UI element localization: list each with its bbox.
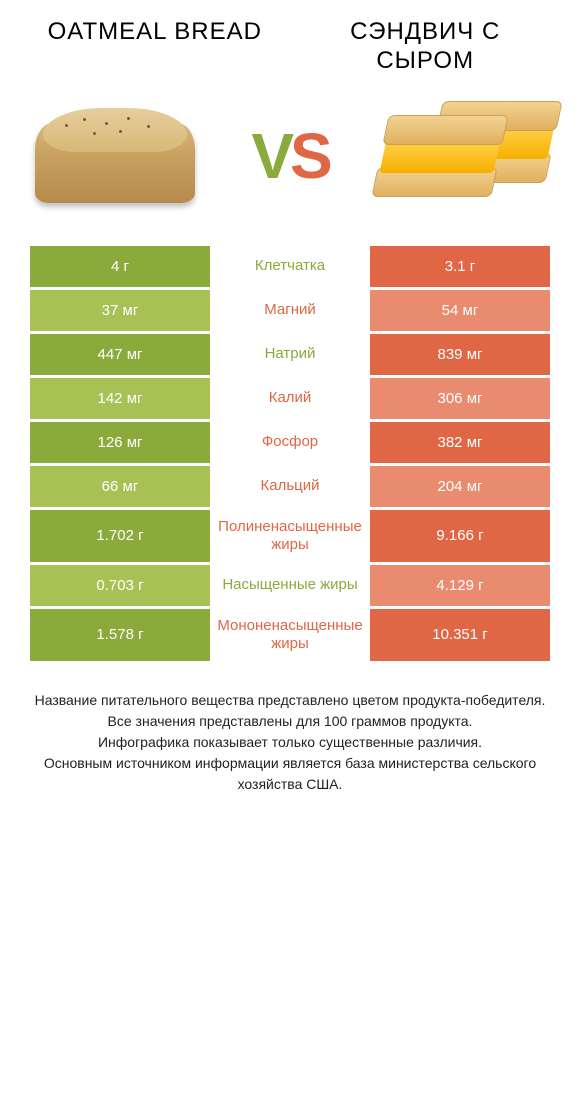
right-value: 4.129 г xyxy=(370,565,550,606)
left-value: 447 мг xyxy=(30,334,210,375)
right-value: 54 мг xyxy=(370,290,550,331)
header: Oatmeal bread Сэндвич с сыром xyxy=(0,0,580,86)
right-food-title: Сэндвич с сыром xyxy=(300,18,550,76)
nutrient-label: Клетчатка xyxy=(210,246,370,287)
right-value: 3.1 г xyxy=(370,246,550,287)
right-value: 10.351 г xyxy=(370,609,550,661)
left-value: 0.703 г xyxy=(30,565,210,606)
table-row: 126 мгФосфор382 мг xyxy=(30,422,550,463)
footer-line: Основным источником информации является … xyxy=(30,753,550,795)
table-row: 447 мгНатрий839 мг xyxy=(30,334,550,375)
right-value: 839 мг xyxy=(370,334,550,375)
left-value: 1.702 г xyxy=(30,510,210,562)
vs-label: VS xyxy=(251,119,328,193)
comparison-table: 4 гКлетчатка3.1 г37 мгМагний54 мг447 мгН… xyxy=(0,246,580,661)
table-row: 1.702 гПолиненасыщенные жиры9.166 г xyxy=(30,510,550,562)
nutrient-label: Кальций xyxy=(210,466,370,507)
footer-line: Все значения представлены для 100 граммо… xyxy=(30,711,550,732)
infographic-container: Oatmeal bread Сэндвич с сыром VS xyxy=(0,0,580,825)
cheese-sandwich-icon xyxy=(380,101,550,211)
bread-loaf-icon xyxy=(35,108,195,203)
nutrient-label: Мононенасыщенные жиры xyxy=(210,609,370,661)
table-row: 142 мгКалий306 мг xyxy=(30,378,550,419)
nutrient-label: Полиненасыщенные жиры xyxy=(210,510,370,562)
vs-row: VS xyxy=(0,86,580,246)
left-value: 37 мг xyxy=(30,290,210,331)
table-row: 0.703 гНасыщенные жиры4.129 г xyxy=(30,565,550,606)
left-food-image xyxy=(30,96,200,216)
left-food-title: Oatmeal bread xyxy=(30,18,280,76)
nutrient-label: Фосфор xyxy=(210,422,370,463)
nutrient-label: Натрий xyxy=(210,334,370,375)
left-value: 1.578 г xyxy=(30,609,210,661)
table-row: 1.578 гМононенасыщенные жиры10.351 г xyxy=(30,609,550,661)
vs-s: S xyxy=(290,120,329,192)
table-row: 66 мгКальций204 мг xyxy=(30,466,550,507)
right-value: 204 мг xyxy=(370,466,550,507)
right-value: 9.166 г xyxy=(370,510,550,562)
vs-v: V xyxy=(251,120,290,192)
nutrient-label: Насыщенные жиры xyxy=(210,565,370,606)
table-row: 4 гКлетчатка3.1 г xyxy=(30,246,550,287)
left-value: 126 мг xyxy=(30,422,210,463)
footer-line: Инфографика показывает только существенн… xyxy=(30,732,550,753)
nutrient-label: Калий xyxy=(210,378,370,419)
left-value: 66 мг xyxy=(30,466,210,507)
footer-text: Название питательного вещества представл… xyxy=(0,664,580,825)
left-value: 142 мг xyxy=(30,378,210,419)
table-row: 37 мгМагний54 мг xyxy=(30,290,550,331)
right-food-image xyxy=(380,96,550,216)
right-value: 306 мг xyxy=(370,378,550,419)
left-value: 4 г xyxy=(30,246,210,287)
right-value: 382 мг xyxy=(370,422,550,463)
footer-line: Название питательного вещества представл… xyxy=(30,690,550,711)
nutrient-label: Магний xyxy=(210,290,370,331)
